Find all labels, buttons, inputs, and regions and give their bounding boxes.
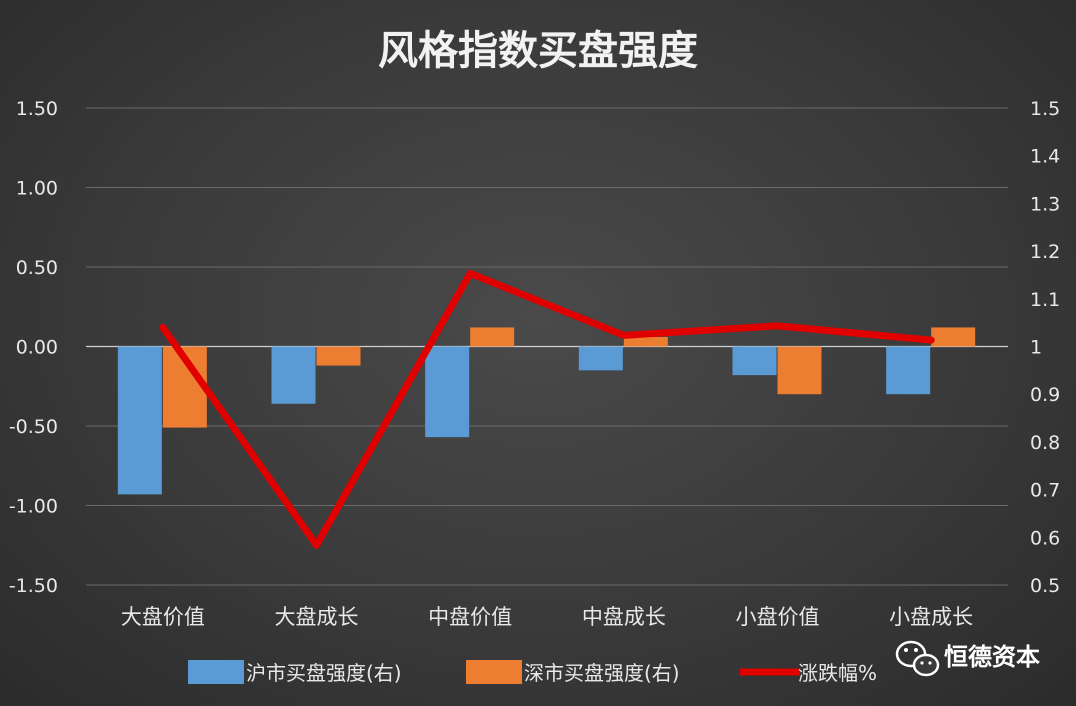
bar-series (117, 327, 976, 495)
gridlines (86, 107, 1008, 586)
right-tick-label: 1.3 (1030, 193, 1060, 215)
category-label: 小盘价值 (736, 605, 820, 629)
legend-swatch-0 (188, 660, 244, 684)
right-tick-label: 1 (1030, 337, 1042, 359)
legend-swatch-1 (466, 660, 522, 684)
category-label: 中盘价值 (428, 605, 512, 629)
line-point-5 (930, 339, 933, 342)
watermark: 恒德资本 (895, 640, 1040, 677)
category-labels: 大盘价值 大盘成长 中盘价值 中盘成长 小盘价值 小盘成长 (121, 605, 973, 629)
category-label: 小盘成长 (889, 605, 973, 629)
category-label: 大盘价值 (121, 605, 205, 629)
right-tick-label: 0.8 (1030, 432, 1060, 454)
bar-0-3 (578, 346, 623, 371)
line-point-0 (161, 326, 164, 329)
right-tick-label: 1.5 (1030, 98, 1060, 120)
right-tick-label: 0.6 (1030, 527, 1060, 549)
legend-label-0: 沪市买盘强度(右) (246, 661, 402, 685)
right-tick-label: 0.7 (1030, 480, 1060, 502)
bar-1-4 (777, 346, 822, 395)
left-tick-label: 0.00 (16, 337, 58, 359)
bar-0-1 (271, 346, 316, 404)
line-pct-change (159, 269, 935, 549)
legend: 沪市买盘强度(右) 深市买盘强度(右) 涨跌幅% (188, 660, 877, 685)
left-tick-label: -0.50 (9, 416, 58, 438)
line-point-1 (315, 544, 318, 547)
right-tick-label: 0.9 (1030, 384, 1060, 406)
line-point-2 (469, 272, 472, 275)
bar-1-1 (316, 346, 361, 366)
line-point-4 (776, 324, 779, 327)
wechat-icon (895, 640, 940, 677)
category-label: 中盘成长 (582, 605, 666, 629)
left-tick-label: 1.00 (16, 178, 58, 200)
right-tick-label: 1.2 (1030, 241, 1060, 263)
bar-0-0 (117, 346, 162, 495)
bar-0-4 (732, 346, 777, 376)
bar-1-5 (931, 327, 976, 347)
left-tick-label: -1.50 (9, 575, 58, 597)
legend-label-1: 深市买盘强度(右) (524, 661, 680, 685)
right-tick-label: 0.5 (1030, 575, 1060, 597)
right-tick-label: 1.1 (1030, 289, 1060, 311)
line-point-3 (622, 334, 625, 337)
bar-1-2 (470, 327, 515, 347)
chart-title: 风格指数买盘强度 (378, 28, 698, 74)
left-tick-label: -1.00 (9, 496, 58, 518)
right-axis-ticks: 1.5 1.4 1.3 1.2 1.1 1 0.9 0.8 0.7 0.6 0.5 (1030, 98, 1060, 597)
legend-label-2: 涨跌幅% (798, 661, 877, 685)
category-label: 大盘成长 (275, 605, 359, 629)
bar-1-3 (623, 336, 668, 347)
left-axis-ticks: 1.50 1.00 0.50 0.00 -0.50 -1.00 -1.50 (9, 98, 58, 597)
left-tick-label: 0.50 (16, 257, 58, 279)
bar-0-5 (886, 346, 931, 395)
watermark-text: 恒德资本 (944, 643, 1040, 671)
right-tick-label: 1.4 (1030, 146, 1060, 168)
left-tick-label: 1.50 (16, 98, 58, 120)
bar-0-2 (425, 346, 470, 438)
line-series (159, 269, 935, 549)
